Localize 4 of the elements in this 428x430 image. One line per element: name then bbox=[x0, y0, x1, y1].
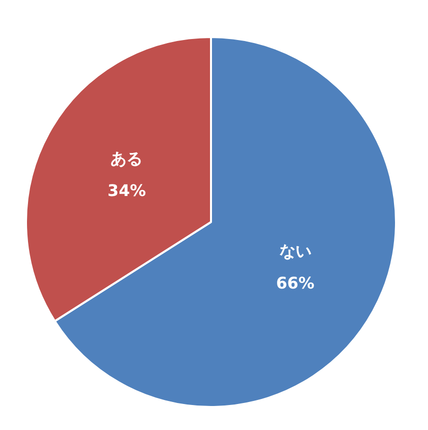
slice-label: ない bbox=[279, 242, 312, 260]
data-label: 66% bbox=[276, 274, 314, 292]
slice-label: ある bbox=[110, 148, 143, 168]
data-label: 34% bbox=[108, 180, 146, 200]
